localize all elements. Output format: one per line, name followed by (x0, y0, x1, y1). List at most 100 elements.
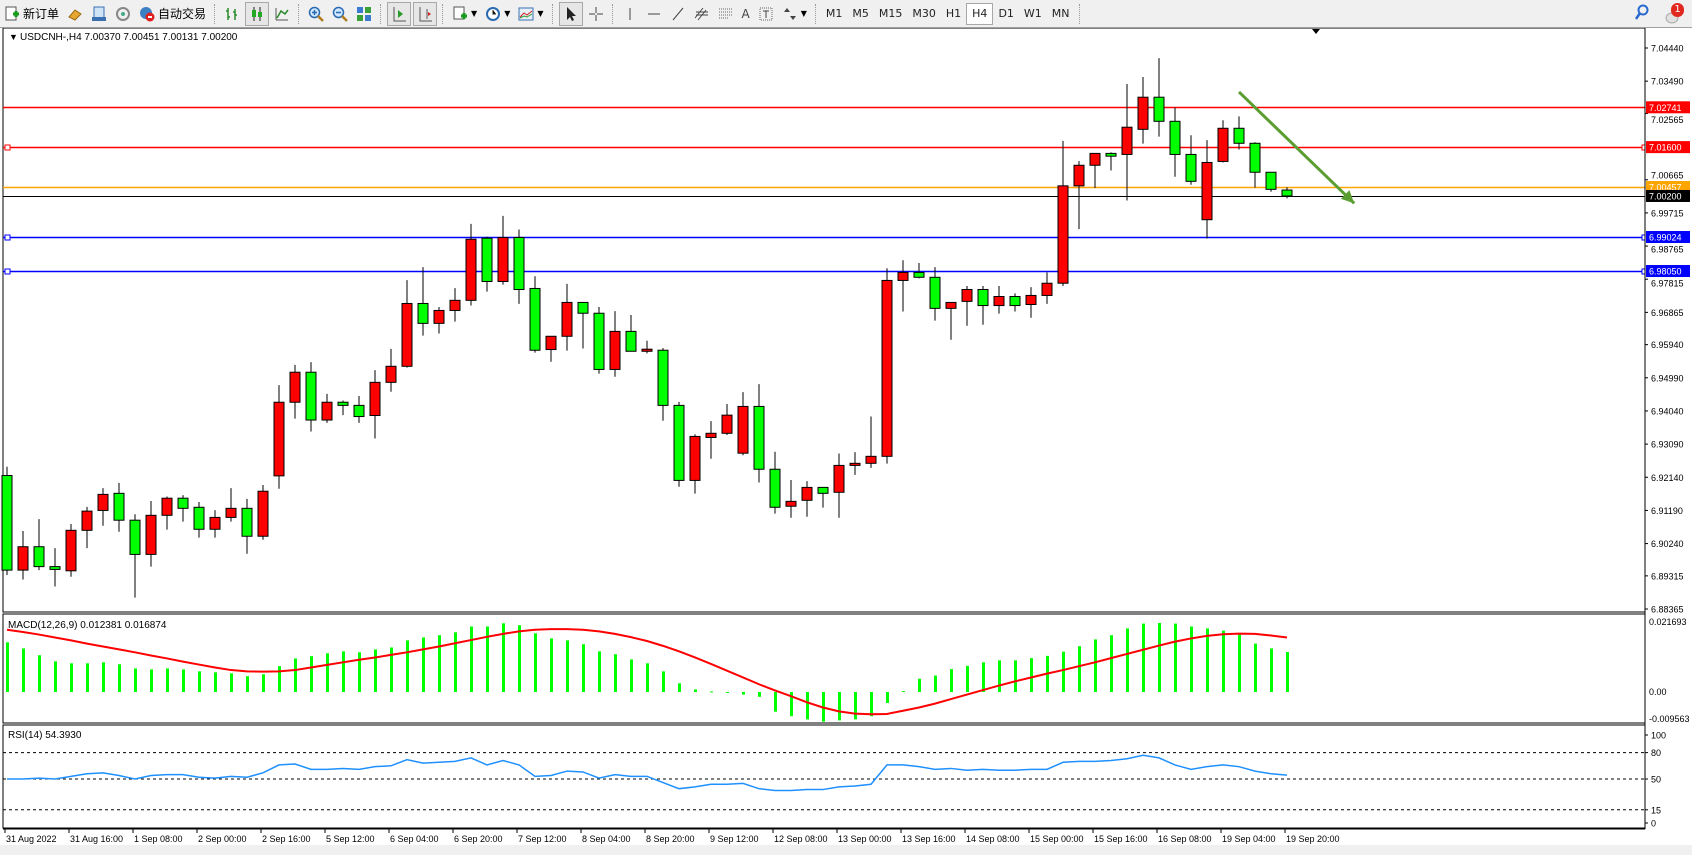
macd-histogram-bar (390, 647, 393, 692)
candle-body (625, 330, 637, 352)
trendline-tool-button[interactable] (667, 3, 689, 25)
candle (337, 400, 349, 416)
macd-histogram-bar (902, 691, 905, 693)
arrows-tool-button[interactable]: ▼ (779, 3, 810, 25)
text-tool-button[interactable]: A (739, 3, 753, 25)
crosshair-tool-button[interactable] (585, 3, 607, 25)
price-axis[interactable] (1645, 28, 1692, 829)
timeframe-mn[interactable]: MN (1051, 7, 1070, 20)
timeframe-w1[interactable]: W1 (1023, 7, 1042, 20)
price-line-label-box (1646, 231, 1690, 244)
candle (17, 531, 29, 580)
data-window-button[interactable] (88, 3, 110, 25)
zoom-out-button[interactable] (329, 3, 351, 25)
channel-icon (694, 6, 710, 22)
candle-body (1265, 171, 1277, 190)
tile-windows-button[interactable] (353, 3, 375, 25)
timeframe-m1[interactable]: M1 (825, 7, 843, 20)
notifications-button[interactable]: 1 (1664, 3, 1684, 25)
chart-header: USDCNH-,H4 7.00370 7.00451 7.00131 7.002… (20, 32, 238, 43)
macd-histogram-bar (870, 692, 873, 717)
timeframe-h1[interactable]: H1 (945, 7, 962, 20)
right-tools: 1 (1634, 3, 1684, 25)
candle (321, 393, 333, 423)
candle (561, 283, 573, 351)
time-label: 15 Sep 00:00 (1030, 834, 1084, 844)
auto-scroll-button[interactable] (387, 1, 412, 26)
data-window-icon (91, 6, 107, 22)
timeframe-m15[interactable]: M15 (878, 7, 903, 20)
search-icon[interactable] (1634, 4, 1650, 25)
candle (193, 502, 205, 538)
indicators-button[interactable]: ▼ (449, 3, 480, 25)
time-label: 13 Sep 16:00 (902, 834, 956, 844)
vertical-line-tool-button[interactable] (619, 3, 641, 25)
candle-body (1169, 120, 1181, 155)
cursor-tool-button[interactable] (558, 1, 583, 26)
trend-arrow-head-icon[interactable] (1340, 190, 1355, 204)
candle-body (1185, 153, 1197, 182)
rsi-panel[interactable] (2, 724, 1646, 829)
candle (177, 495, 189, 522)
line-handle-left[interactable] (4, 234, 11, 241)
rsi-line (7, 754, 1288, 792)
candle-body (945, 301, 957, 309)
fibonacci-tool-button[interactable] (715, 3, 737, 25)
candle-body (737, 405, 749, 454)
candle (865, 416, 877, 468)
candle-body (369, 381, 381, 416)
bar-chart-button[interactable] (221, 3, 243, 25)
horizontal-line-tool-button[interactable] (643, 3, 665, 25)
candle (1233, 116, 1245, 150)
symbol-menu-arrow-icon[interactable]: ▼ (9, 32, 18, 42)
macd-histogram-bar (774, 692, 777, 712)
market-watch-button[interactable] (64, 3, 86, 25)
macd-histogram-bar (134, 668, 137, 692)
zoom-in-button[interactable] (305, 3, 327, 25)
macd-histogram-bar (262, 674, 265, 692)
candle-body (1121, 126, 1133, 155)
periods-button[interactable]: ▼ (482, 3, 513, 25)
candle (1009, 293, 1021, 312)
macd-histogram-bar (1078, 646, 1081, 692)
candle (417, 267, 429, 336)
price-tick-label: 6.95940 (1651, 340, 1684, 350)
candle-body (1041, 282, 1053, 296)
text-label-tool-button[interactable] (755, 3, 777, 25)
price-line-label-box (1646, 141, 1690, 154)
macd-histogram-bar (694, 689, 697, 692)
time-label: 13 Sep 00:00 (838, 834, 892, 844)
auto-trading-button[interactable]: 自动交易 (136, 3, 209, 25)
candle-body (65, 529, 77, 572)
chart-shift-button[interactable] (413, 1, 438, 26)
macd-histogram-bar (6, 642, 9, 692)
timeframe-m5[interactable]: M5 (852, 7, 869, 20)
new-order-button[interactable]: 新订单 (1, 3, 62, 25)
timeframe-h4[interactable]: H4 (966, 2, 994, 25)
macd-histogram-bar (1206, 628, 1209, 692)
dropdown-arrow-icon: ▼ (471, 9, 478, 18)
chart-window[interactable]: 7.04440 7.03490 7.02565 7.00665 6.99715 6.987… (0, 27, 1692, 851)
macd-histogram-bar (550, 638, 553, 692)
trend-arrow-line[interactable] (1237, 90, 1356, 205)
chart-canvas[interactable]: 7.04440 7.03490 7.02565 7.00665 6.99715 6.987… (0, 27, 1692, 851)
candlestick-chart-button[interactable] (245, 1, 270, 26)
chart-shift-marker-icon[interactable] (1312, 29, 1320, 34)
line-chart-button[interactable] (271, 3, 293, 25)
macd-histogram-bar (502, 623, 505, 692)
candle-body (81, 510, 93, 531)
line-handle-left[interactable] (4, 268, 11, 275)
candle-body (337, 401, 349, 406)
timeframe-d1[interactable]: D1 (998, 7, 1014, 20)
candle-body (465, 238, 477, 301)
timeframe-m30[interactable]: M30 (912, 7, 936, 20)
candle-body (1089, 152, 1101, 166)
candle-body (929, 276, 941, 309)
candle-body (705, 432, 717, 438)
line-handle-left[interactable] (4, 144, 11, 151)
equidistant-channel-tool-button[interactable] (691, 3, 713, 25)
templates-button[interactable]: ▼ (515, 3, 546, 25)
main-chart-panel[interactable] (2, 27, 1646, 613)
signals-button[interactable] (112, 3, 134, 25)
gold-bars-icon (67, 6, 83, 22)
